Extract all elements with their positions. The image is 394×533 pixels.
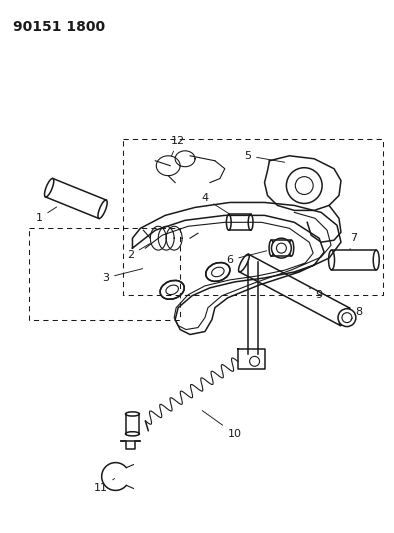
Circle shape (286, 168, 322, 204)
Circle shape (250, 357, 260, 366)
Text: 2: 2 (127, 244, 150, 260)
Ellipse shape (45, 179, 54, 197)
Ellipse shape (227, 214, 231, 230)
Ellipse shape (238, 254, 249, 272)
Circle shape (271, 238, 291, 258)
Text: 4: 4 (201, 193, 229, 214)
Ellipse shape (160, 280, 184, 299)
Ellipse shape (126, 432, 139, 436)
Text: 9: 9 (309, 288, 323, 300)
Ellipse shape (248, 214, 253, 230)
Circle shape (338, 309, 356, 327)
Ellipse shape (206, 263, 230, 281)
Text: 8: 8 (351, 306, 362, 320)
Ellipse shape (373, 250, 379, 270)
Text: 5: 5 (244, 151, 284, 162)
Ellipse shape (126, 412, 139, 416)
Text: 3: 3 (102, 269, 143, 283)
Text: 10: 10 (202, 410, 242, 439)
Ellipse shape (339, 308, 350, 326)
Ellipse shape (98, 200, 107, 219)
Ellipse shape (269, 240, 274, 256)
Text: 12: 12 (171, 136, 185, 156)
Text: 6: 6 (226, 251, 267, 265)
Ellipse shape (329, 250, 335, 270)
Ellipse shape (289, 240, 294, 256)
Text: 11: 11 (94, 479, 115, 494)
Text: 90151 1800: 90151 1800 (13, 20, 106, 34)
Text: 1: 1 (35, 207, 57, 223)
Text: 7: 7 (350, 233, 357, 249)
